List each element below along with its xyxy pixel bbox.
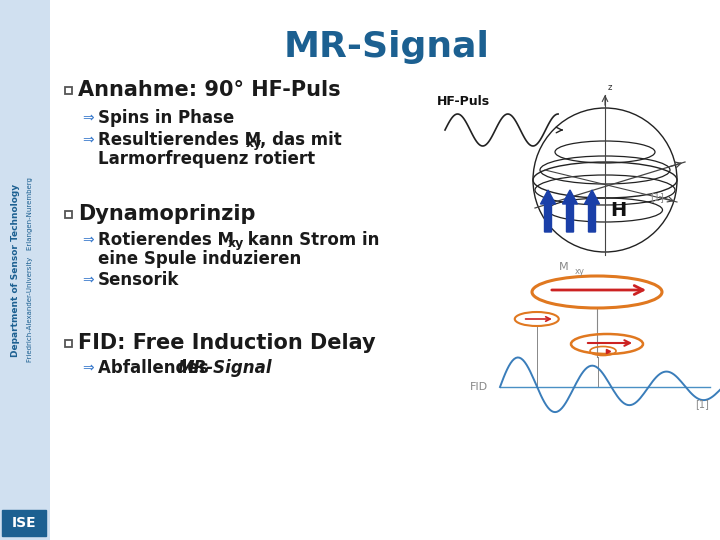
Text: z: z [608,83,613,92]
Text: ⇒: ⇒ [82,361,94,375]
Bar [65,86,71,93]
Text: MR-Signal: MR-Signal [284,30,490,64]
Text: xy: xy [228,237,244,249]
Text: ⇒: ⇒ [82,273,94,287]
Text: Spins in Phase: Spins in Phase [98,109,234,127]
Text: Larmorfrequenz rotiert: Larmorfrequenz rotiert [98,150,315,168]
Text: Annahme: 90° HF-Puls: Annahme: 90° HF-Puls [78,80,341,100]
Text: ⇒: ⇒ [82,111,94,125]
Text: Sensorik: Sensorik [98,271,179,289]
Text: ISE: ISE [12,516,36,530]
Text: Abfallendes: Abfallendes [98,359,215,377]
Text: ⇒: ⇒ [82,233,94,247]
Text: MR-Signal: MR-Signal [178,359,273,377]
Text: [1]: [1] [650,192,664,202]
Text: ⇒: ⇒ [82,133,94,147]
Bar [2,510,46,536]
FancyArrow shape [562,190,577,232]
Bar [65,340,71,347]
Text: FID: Free Induction Delay: FID: Free Induction Delay [78,333,376,353]
Bar [65,211,71,218]
Text: FID: FID [470,382,488,392]
Bar [0,0,50,540]
Text: xy: xy [246,137,262,150]
Text: Department of Sensor Technology: Department of Sensor Technology [12,184,20,356]
Text: Rotierendes M: Rotierendes M [98,231,234,249]
Text: H: H [610,201,626,220]
Text: kann Strom in: kann Strom in [242,231,379,249]
Text: M: M [559,262,569,272]
Text: Friedrich-Alexander-University   Erlangen-Nuremberg: Friedrich-Alexander-University Erlangen-… [27,178,33,362]
Text: Resultierendes M: Resultierendes M [98,131,261,149]
FancyArrow shape [541,190,556,232]
Text: eine Spule induzieren: eine Spule induzieren [98,250,301,268]
FancyArrow shape [585,190,600,232]
Text: , das mit: , das mit [260,131,342,149]
Text: Dynamoprinzip: Dynamoprinzip [78,204,256,224]
Text: [1]: [1] [695,399,709,409]
Text: HF-Puls: HF-Puls [437,95,490,108]
Text: xy: xy [575,267,585,276]
